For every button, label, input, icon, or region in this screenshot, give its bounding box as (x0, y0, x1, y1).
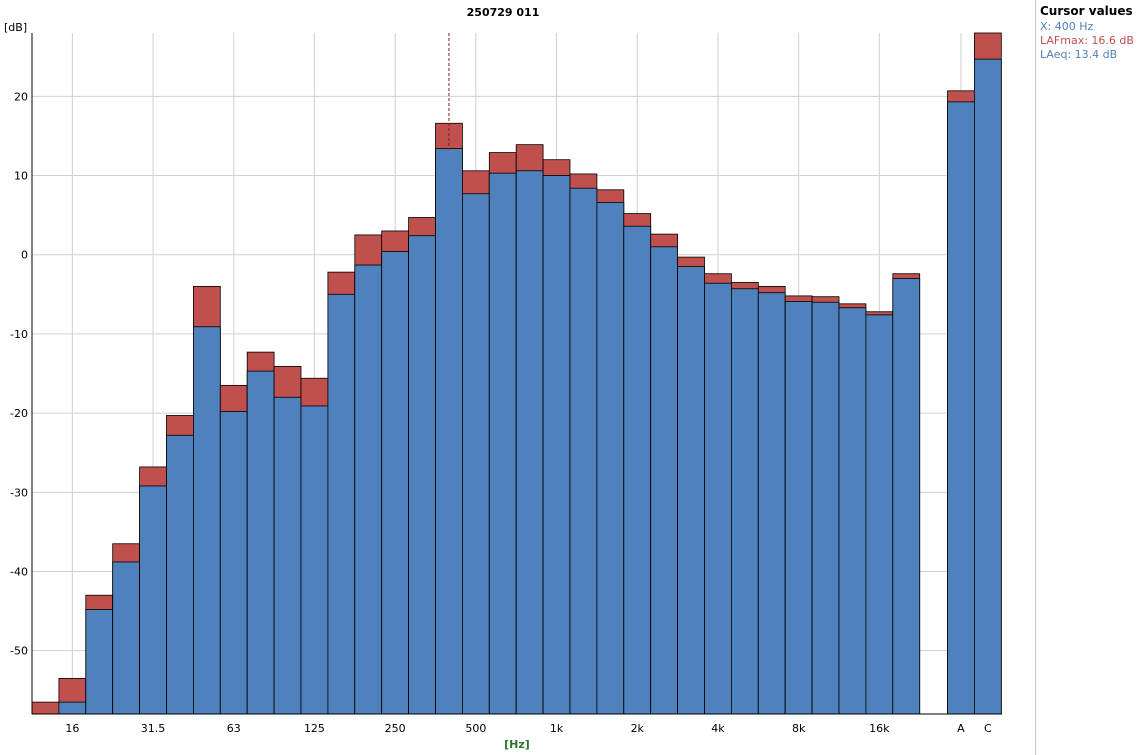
x-tick-label: C (984, 722, 992, 735)
bar-laeq[interactable] (677, 266, 705, 715)
cursor-values-panel: Cursor values X: 400 Hz LAFmax: 16.6 dB … (1035, 0, 1140, 755)
bars-group (31, 32, 1002, 715)
y-tick-label: -30 (10, 486, 28, 499)
y-axis-unit: [dB] (4, 21, 27, 34)
bar-laeq[interactable] (569, 187, 598, 715)
x-tick-label: 2k (631, 722, 645, 735)
bar-laeq[interactable] (246, 370, 275, 715)
bar-laeq[interactable] (112, 561, 140, 715)
x-tick-label: 16k (869, 722, 890, 735)
y-tick-label: -50 (10, 645, 28, 658)
x-axis-unit: [Hz] (504, 738, 530, 751)
bar-laeq[interactable] (731, 288, 759, 715)
x-tick-label: A (957, 722, 965, 735)
bar-laeq[interactable] (58, 701, 87, 715)
cursor-laeq-value: LAeq: 13.4 dB (1040, 48, 1118, 61)
x-tick-label: 31.5 (141, 722, 166, 735)
bar-laeq[interactable] (192, 326, 221, 715)
spectrum-chart[interactable]: 20 10 0 -10 -20 -30 -40 -50 16 31.5 63 125 250 500 1k 2… (0, 0, 1035, 755)
y-tick-label: 0 (21, 249, 28, 262)
bar-lafmax[interactable] (31, 701, 60, 715)
bar-laeq[interactable] (757, 292, 786, 715)
bar-laeq[interactable] (838, 307, 867, 715)
bar-laeq[interactable] (381, 251, 410, 715)
cursor-values-header: Cursor values (1040, 4, 1133, 18)
x-tick-label: 125 (304, 722, 325, 735)
bar-laeq[interactable] (139, 485, 167, 715)
bar-laeq[interactable] (219, 411, 248, 715)
y-tick-label: -20 (10, 407, 28, 420)
bar-laeq[interactable] (273, 396, 302, 715)
y-tick-label: 20 (14, 90, 28, 103)
chart-title: 250729 011 (467, 6, 540, 19)
x-tick-label: 63 (227, 722, 241, 735)
bar-laeq[interactable] (974, 58, 1002, 715)
bar-laeq[interactable] (435, 148, 463, 715)
cursor-x-value: X: 400 Hz (1040, 20, 1094, 33)
x-tick-label: 250 (385, 722, 406, 735)
bar-laeq[interactable] (354, 264, 383, 715)
bar-laeq[interactable] (488, 172, 517, 715)
bar-laeq[interactable] (166, 434, 194, 715)
cursor-lafmax-value: LAFmax: 16.6 dB (1040, 34, 1134, 47)
x-tick-label: 16 (65, 722, 79, 735)
bar-laeq[interactable] (461, 193, 490, 715)
x-tick-label: 1k (550, 722, 564, 735)
x-tick-label: 500 (465, 722, 486, 735)
bar-laeq[interactable] (623, 225, 652, 715)
bar-laeq[interactable] (515, 170, 544, 715)
y-tick-label: -10 (10, 328, 28, 341)
axes: 20 10 0 -10 -20 -30 -40 -50 16 31.5 63 125 250 500 1k 2… (10, 33, 1002, 735)
bar-laeq[interactable] (892, 278, 921, 715)
bar-laeq[interactable] (650, 246, 679, 715)
bar-laeq[interactable] (865, 314, 894, 715)
bar-laeq[interactable] (300, 405, 329, 715)
bar-laeq[interactable] (596, 202, 625, 715)
bar-laeq[interactable] (784, 301, 813, 715)
y-tick-label: -40 (10, 565, 28, 578)
bar-laeq[interactable] (704, 282, 732, 715)
bar-laeq[interactable] (85, 609, 114, 715)
bar-laeq[interactable] (811, 301, 840, 715)
bar-laeq[interactable] (408, 235, 436, 715)
y-tick-label: 10 (14, 170, 28, 183)
x-tick-label: 8k (792, 722, 806, 735)
bar-laeq[interactable] (542, 175, 571, 715)
bar-laeq[interactable] (947, 101, 975, 715)
bar-laeq[interactable] (327, 293, 356, 715)
x-tick-label: 4k (711, 722, 725, 735)
